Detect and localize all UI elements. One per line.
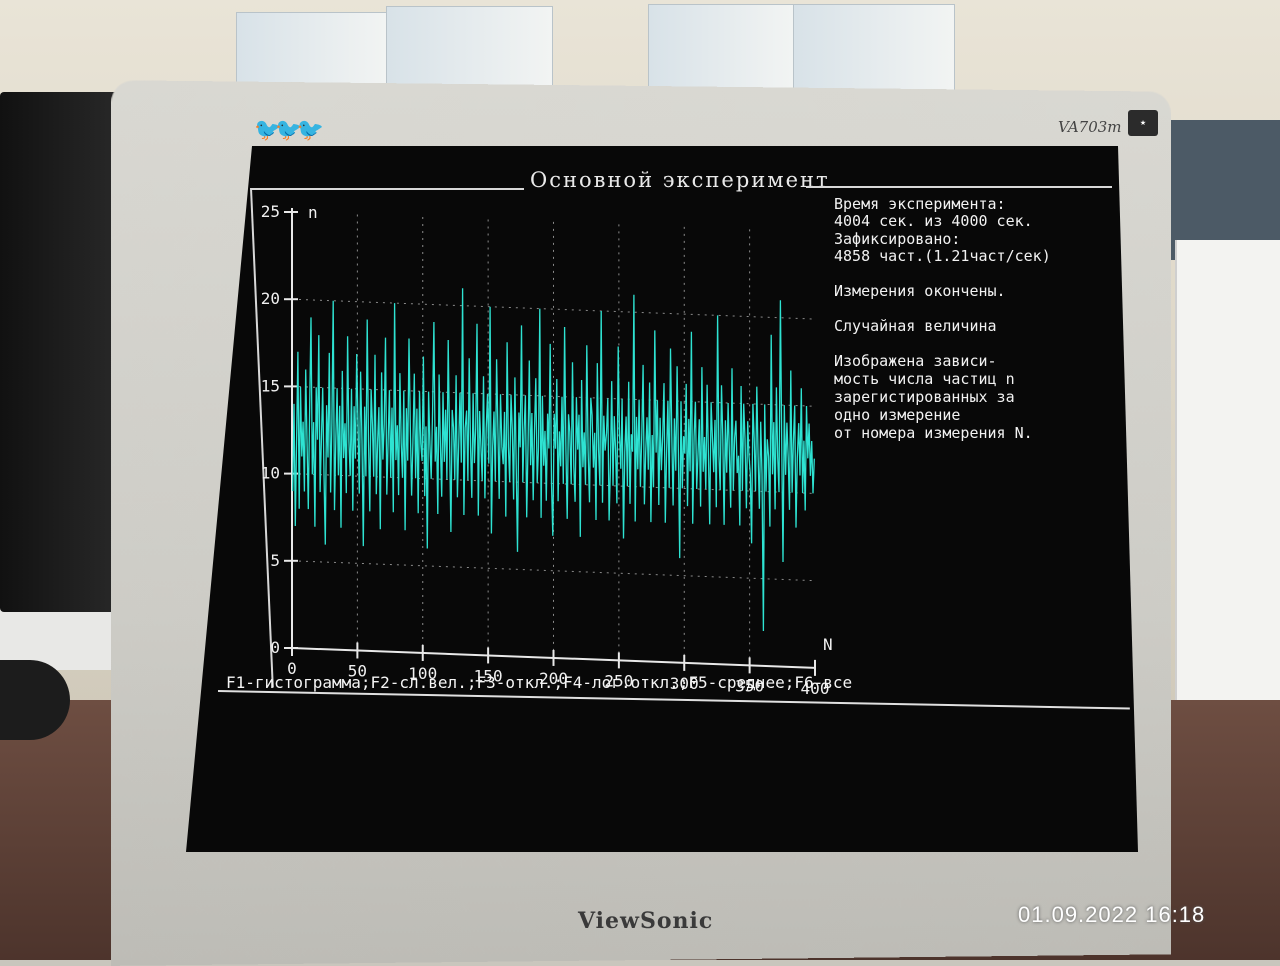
monitor-model: VA703m [1058,118,1122,136]
info-status: Измерения окончены. [834,283,1006,300]
frame-top-left [252,188,524,190]
brand-birds-logo: 🐦🐦🐦 [254,118,318,143]
info-fixed-value: 4858 част.(1.21част/сек) [834,248,1051,265]
info-mode: Случайная величина [834,318,997,335]
shelf-box [793,4,955,98]
info-desc-line: от номера измерения N. [834,425,1033,442]
info-fixed-label: Зафиксировано: [834,231,960,248]
frame-top-right [806,186,1112,188]
info-desc-line: зарегистированных за [834,389,1015,406]
info-desc-line: Изображена зависи- [834,353,997,370]
right-device [1170,120,1280,260]
info-desc-line: одно измерение [834,407,960,424]
screen-title: Основной эксперимент [530,168,830,192]
monitor-brand: ViewSonic [578,908,713,934]
info-desc-line: мость числа частиц n [834,371,1015,388]
function-key-bar: F1-гистограмма;F2-сл.вел.;F3-откл.;F4-ло… [226,673,852,692]
energy-star-logo: ★ [1128,110,1158,136]
photo-timestamp: 01.09.2022 16:18 [1018,902,1205,928]
shelf-box [648,4,795,98]
info-time-value: 4004 сек. из 4000 сек. [834,213,1033,230]
left-monitor [0,92,128,612]
info-time-label: Время эксперимента: [834,196,1006,213]
